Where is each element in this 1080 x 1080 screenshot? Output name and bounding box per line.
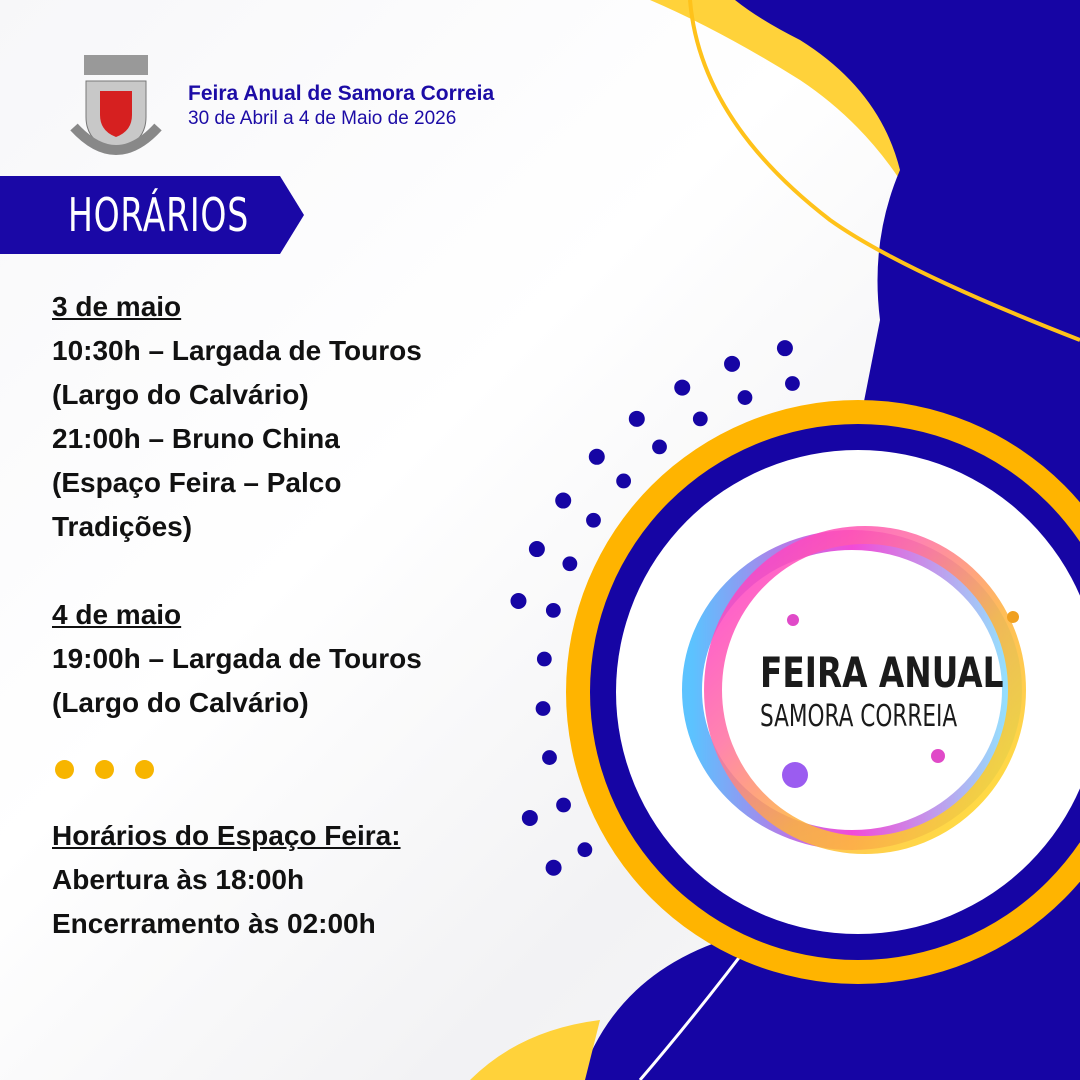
pattern-dot xyxy=(545,602,561,618)
header: Feira Anual de Samora Correia 30 de Abri… xyxy=(188,82,494,130)
schedule-line: 10:30h – Largada de Touros xyxy=(52,335,422,366)
pattern-dot xyxy=(652,439,667,455)
feira-opening: Abertura às 18:00h xyxy=(52,864,305,895)
pattern-dot xyxy=(536,651,552,667)
schedule: 3 de maio 10:30h – Largada de Touros (La… xyxy=(52,285,422,725)
logo-line1: FEIRA ANUAL xyxy=(760,648,1004,697)
pattern-dot xyxy=(724,355,741,372)
pattern-dot xyxy=(556,797,571,813)
feira-hours-heading: Horários do Espaço Feira: xyxy=(52,820,401,851)
pattern-dot xyxy=(545,859,562,876)
pattern-dot xyxy=(776,340,793,357)
pattern-dot xyxy=(737,390,753,405)
pattern-dot xyxy=(577,842,593,858)
pattern-dot xyxy=(692,411,708,427)
separator-dots xyxy=(55,760,154,779)
feira-closing: Encerramento às 02:00h xyxy=(52,908,376,939)
yellow-swoosh-bottom xyxy=(470,1020,600,1080)
schedule-line: (Largo do Calvário) xyxy=(52,379,309,410)
schedule-line: (Espaço Feira – Palco xyxy=(52,467,342,498)
pattern-dot xyxy=(542,750,557,765)
event-logo: FEIRA ANUAL SAMORA CORREIA xyxy=(760,648,1004,734)
pattern-dot xyxy=(562,556,578,572)
schedule-line: 19:00h – Largada de Touros xyxy=(52,643,422,674)
logo-line2: SAMORA CORREIA xyxy=(760,699,958,734)
pattern-dot xyxy=(555,492,572,509)
pattern-dot xyxy=(535,701,551,716)
schedule-line: Tradições) xyxy=(52,511,193,542)
banner-label: HORÁRIOS xyxy=(68,188,249,242)
pattern-dot xyxy=(588,448,605,465)
pattern-dot xyxy=(616,473,632,489)
municipal-crest xyxy=(70,55,162,155)
pattern-dot xyxy=(628,410,645,427)
feira-hours: Horários do Espaço Feira: Abertura às 18… xyxy=(52,814,401,946)
event-title: Feira Anual de Samora Correia xyxy=(188,82,495,105)
pattern-dot xyxy=(586,512,601,528)
schedule-date: 3 de maio xyxy=(52,291,182,322)
pattern-dot xyxy=(674,379,691,396)
schedule-date: 4 de maio xyxy=(52,599,182,630)
schedule-line: 21:00h – Bruno China xyxy=(52,423,340,454)
pattern-dot xyxy=(785,376,800,391)
schedule-line: (Largo do Calvário) xyxy=(52,687,309,718)
pattern-dot xyxy=(528,541,545,558)
pattern-dot xyxy=(510,593,527,610)
event-dates: 30 de Abril a 4 de Maio de 2026 xyxy=(188,108,457,129)
horarios-banner: HORÁRIOS xyxy=(0,176,304,254)
pattern-dot xyxy=(521,809,538,826)
